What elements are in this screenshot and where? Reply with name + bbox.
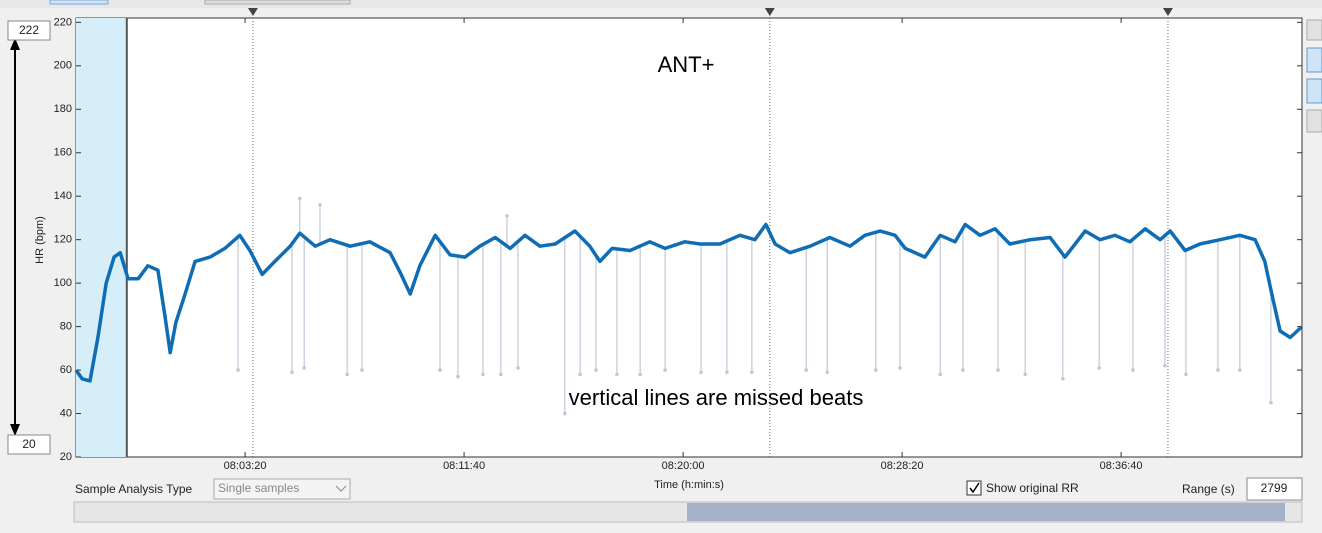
marker (764, 8, 775, 16)
missed-beat-dot (298, 196, 302, 201)
ymax-box[interactable] (7, 20, 51, 41)
side-button[interactable] (1306, 19, 1322, 41)
y-tick-label: 140 (54, 190, 72, 202)
dropdown-value: Single samples (218, 481, 299, 495)
side-button[interactable] (1306, 47, 1322, 73)
rr-label: Show original RR (986, 481, 1079, 495)
missed-beat-dot (516, 366, 520, 370)
annotation: vertical lines are missed beats (569, 385, 864, 410)
missed-beat-dot (499, 372, 503, 377)
missed-beat-dot (1097, 366, 1101, 370)
missed-beat-dot (1023, 372, 1027, 377)
missed-beat-dot (699, 370, 703, 375)
selection (76, 18, 127, 457)
check (969, 482, 980, 494)
missed-beat-dot (638, 372, 642, 377)
hr-line (74, 222, 1304, 383)
range-input[interactable] (1246, 477, 1303, 501)
analysis-type-label: Sample Analysis Type (75, 482, 193, 496)
ymin-box[interactable] (7, 434, 51, 455)
missed-beat-dot (1216, 368, 1220, 372)
y-tick-label: 220 (54, 16, 72, 28)
missed-beat-dot (898, 366, 902, 370)
y-tick-label: 120 (54, 234, 72, 246)
y-tick-label: 100 (54, 277, 72, 289)
dropdown-arrow (335, 485, 347, 492)
tab[interactable] (204, 0, 351, 5)
marker (247, 8, 258, 16)
side-button[interactable] (1306, 78, 1322, 104)
missed-beat-dot (236, 368, 240, 372)
missed-beat-dot (938, 372, 943, 377)
tab-strip (0, 0, 1322, 8)
x-tick-label: 08:36:40 (1100, 460, 1143, 472)
y-tick-label: 80 (60, 321, 72, 333)
missed-beat-dot (563, 411, 567, 416)
missed-beat-dot (345, 372, 349, 377)
missed-beat-dot (505, 213, 509, 218)
missed-beat-dot (1131, 368, 1135, 372)
x-tick-label: 08:28:20 (881, 460, 924, 472)
plot (74, 18, 1304, 458)
missed-beat-dot (290, 370, 294, 375)
y-tick-label: 60 (60, 364, 72, 376)
scroll-thumb[interactable] (687, 503, 1285, 521)
missed-beat-dot (1061, 376, 1065, 381)
missed-beat-dot (663, 368, 667, 372)
tab[interactable] (49, 0, 109, 5)
missed-beat-dot (725, 370, 729, 375)
missed-beat-dot (318, 203, 322, 207)
y-tick-label: 180 (54, 103, 72, 115)
y-tick-label: 40 (60, 407, 72, 419)
y-tick-label: 160 (54, 147, 72, 159)
missed-beat-dot (456, 374, 460, 379)
missed-beat-dot (615, 372, 619, 377)
missed-beat-dot (750, 370, 754, 375)
missed-beat-dot (1184, 372, 1188, 377)
range-label: Range (s) (1182, 482, 1235, 496)
ymin-value: 20 (22, 437, 36, 451)
missed-beat-dot (481, 372, 485, 377)
x-tick-label: 08:11:40 (443, 460, 485, 472)
missed-beat-dot (578, 372, 582, 377)
x-tick-label: 08:20:00 (662, 460, 705, 472)
missed-beat-dot (360, 368, 364, 372)
missed-beat-dot (961, 368, 965, 372)
missed-beat-dot (1269, 400, 1273, 405)
missed-beat-dot (1163, 363, 1167, 368)
side-button[interactable] (1306, 109, 1322, 133)
analysis-dropdown[interactable] (213, 478, 351, 500)
range-value: 2799 (1261, 481, 1288, 495)
missed-beat-dot (996, 368, 1000, 372)
missed-beat-dot (594, 368, 598, 372)
missed-beat-dot (302, 366, 307, 370)
y-tick-label: 20 (60, 451, 72, 463)
ymax-value: 222 (19, 23, 39, 37)
y-axis-label: HR (bpm) (34, 216, 46, 264)
missed-beat-dot (804, 368, 808, 372)
marker (1162, 8, 1173, 16)
missed-beat-dot (825, 370, 829, 375)
x-tick-label: 08:03:20 (224, 460, 267, 472)
missed-beat-dot (438, 368, 442, 372)
annotation: ANT+ (658, 52, 715, 77)
missed-beat-dot (874, 368, 878, 372)
x-axis-label: Time (h:min:s) (654, 479, 724, 491)
y-tick-label: 200 (54, 60, 72, 72)
missed-beat-dot (1238, 368, 1242, 372)
